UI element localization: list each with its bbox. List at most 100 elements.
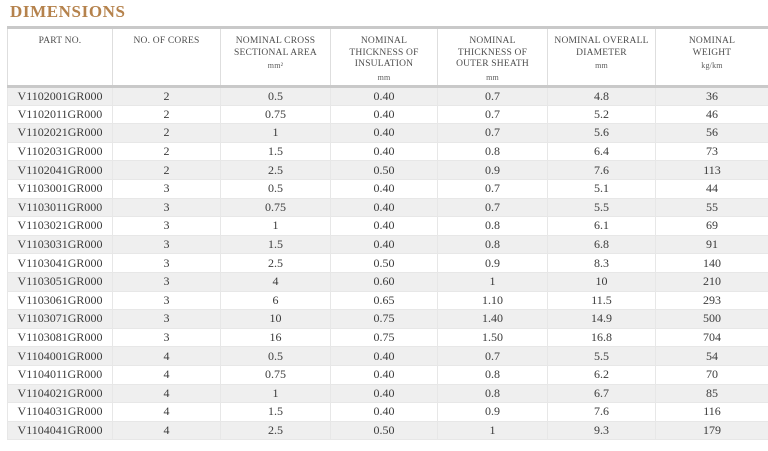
sheath-cell: 1.50: [437, 327, 548, 348]
weight-cell: 210: [655, 271, 768, 292]
cores-cell: 2: [112, 86, 221, 106]
column-unit: mm: [377, 72, 391, 82]
weight-cell: 293: [655, 290, 768, 311]
cores-cell: 3: [112, 290, 221, 311]
area-cell: 1.5: [220, 234, 331, 255]
column-label: PART NO.: [38, 36, 82, 46]
diameter-cell: 5.2: [547, 104, 656, 125]
area-cell: 0.75: [220, 364, 331, 385]
sheath-cell: 0.9: [437, 253, 548, 273]
weight-cell: 36: [655, 86, 768, 106]
sheath-cell: 0.9: [437, 402, 548, 422]
cores-cell: 3: [112, 178, 221, 199]
cores-cell: 2: [112, 123, 221, 143]
weight-cell: 55: [655, 197, 768, 218]
part-no-cell: V1103051GR000: [7, 271, 113, 292]
diameter-cell: 6.2: [547, 364, 656, 385]
dimensions-table: PART NO. NO. OF CORES NOMINAL CROSS SECT…: [7, 26, 768, 441]
table-row: V1102011GR000 2 0.75 0.40 0.7 5.2 46: [7, 104, 768, 125]
column-header-sheath: NOMINAL THICKNESS OF OUTER SHEATH mm: [437, 27, 548, 88]
table-row: V1104001GR000 4 0.5 0.40 0.7 5.5 54: [7, 346, 768, 366]
insulation-cell: 0.75: [330, 327, 438, 348]
weight-cell: 113: [655, 160, 768, 180]
cores-cell: 3: [112, 197, 221, 218]
area-cell: 16: [220, 327, 331, 348]
cores-cell: 2: [112, 141, 221, 162]
cores-cell: 2: [112, 104, 221, 125]
weight-cell: 179: [655, 420, 768, 441]
insulation-cell: 0.50: [330, 420, 438, 441]
area-cell: 0.5: [220, 86, 331, 106]
part-no-cell: V1102011GR000: [7, 104, 113, 125]
table-body: V1102001GR000 2 0.5 0.40 0.7 4.8 36 V1102011GR0…: [7, 86, 768, 441]
page-title: DIMENSIONS: [10, 2, 126, 21]
cores-cell: 3: [112, 216, 221, 236]
column-header-cores: NO. OF CORES: [112, 27, 221, 88]
area-cell: 1: [220, 123, 331, 143]
insulation-cell: 0.40: [330, 346, 438, 366]
sheath-cell: 0.8: [437, 216, 548, 236]
insulation-cell: 0.40: [330, 383, 438, 404]
table-row: V1104041GR000 4 2.5 0.50 1 9.3 179: [7, 420, 768, 441]
area-cell: 0.75: [220, 197, 331, 218]
weight-cell: 140: [655, 253, 768, 273]
column-header-part-no: PART NO.: [7, 27, 113, 88]
column-unit: mm²: [267, 61, 284, 70]
column-label: NOMINAL THICKNESS OF INSULATION: [349, 36, 419, 69]
cores-cell: 3: [112, 327, 221, 348]
sheath-cell: 0.7: [437, 86, 548, 106]
insulation-cell: 0.40: [330, 141, 438, 162]
diameter-cell: 9.3: [547, 420, 656, 441]
diameter-cell: 14.9: [547, 309, 656, 329]
table-row: V1103021GR000 3 1 0.40 0.8 6.1 69: [7, 216, 768, 236]
area-cell: 0.75: [220, 104, 331, 125]
sheath-cell: 0.7: [437, 197, 548, 218]
table-row: V1104031GR000 4 1.5 0.40 0.9 7.6 116: [7, 402, 768, 422]
sheath-cell: 0.7: [437, 123, 548, 143]
insulation-cell: 0.40: [330, 402, 438, 422]
sheath-cell: 1.40: [437, 309, 548, 329]
sheath-cell: 1.10: [437, 290, 548, 311]
column-unit: kg/km: [701, 61, 723, 70]
column-label: NOMINAL WEIGHT: [688, 36, 736, 58]
table-header: PART NO. NO. OF CORES NOMINAL CROSS SECT…: [7, 27, 768, 88]
cores-cell: 3: [112, 234, 221, 255]
column-label: NOMINAL OVERALL DIAMETER: [554, 36, 649, 58]
area-cell: 0.5: [220, 346, 331, 366]
sheath-cell: 0.8: [437, 141, 548, 162]
part-no-cell: V1103001GR000: [7, 178, 113, 199]
weight-cell: 91: [655, 234, 768, 255]
part-no-cell: V1103081GR000: [7, 327, 113, 348]
part-no-cell: V1103071GR000: [7, 309, 113, 329]
area-cell: 1.5: [220, 141, 331, 162]
cores-cell: 2: [112, 160, 221, 180]
diameter-cell: 6.7: [547, 383, 656, 404]
table-row: V1102001GR000 2 0.5 0.40 0.7 4.8 36: [7, 86, 768, 106]
insulation-cell: 0.40: [330, 104, 438, 125]
diameter-cell: 4.8: [547, 86, 656, 106]
diameter-cell: 8.3: [547, 253, 656, 273]
column-header-weight: NOMINAL WEIGHT kg/km: [655, 27, 768, 88]
sheath-cell: 1: [437, 271, 548, 292]
diameter-cell: 11.5: [547, 290, 656, 311]
diameter-cell: 7.6: [547, 160, 656, 180]
insulation-cell: 0.50: [330, 160, 438, 180]
area-cell: 2.5: [220, 160, 331, 180]
weight-cell: 500: [655, 309, 768, 329]
part-no-cell: V1104031GR000: [7, 402, 113, 422]
part-no-cell: V1102031GR000: [7, 141, 113, 162]
insulation-cell: 0.50: [330, 253, 438, 273]
column-label: NOMINAL THICKNESS OF OUTER SHEATH: [456, 36, 529, 69]
weight-cell: 44: [655, 178, 768, 199]
weight-cell: 73: [655, 141, 768, 162]
area-cell: 1: [220, 383, 331, 404]
insulation-cell: 0.40: [330, 178, 438, 199]
part-no-cell: V1102041GR000: [7, 160, 113, 180]
weight-cell: 54: [655, 346, 768, 366]
table-row: V1102041GR000 2 2.5 0.50 0.9 7.6 113: [7, 160, 768, 180]
insulation-cell: 0.60: [330, 271, 438, 292]
insulation-cell: 0.40: [330, 123, 438, 143]
area-cell: 1.5: [220, 402, 331, 422]
insulation-cell: 0.40: [330, 86, 438, 106]
insulation-cell: 0.40: [330, 364, 438, 385]
